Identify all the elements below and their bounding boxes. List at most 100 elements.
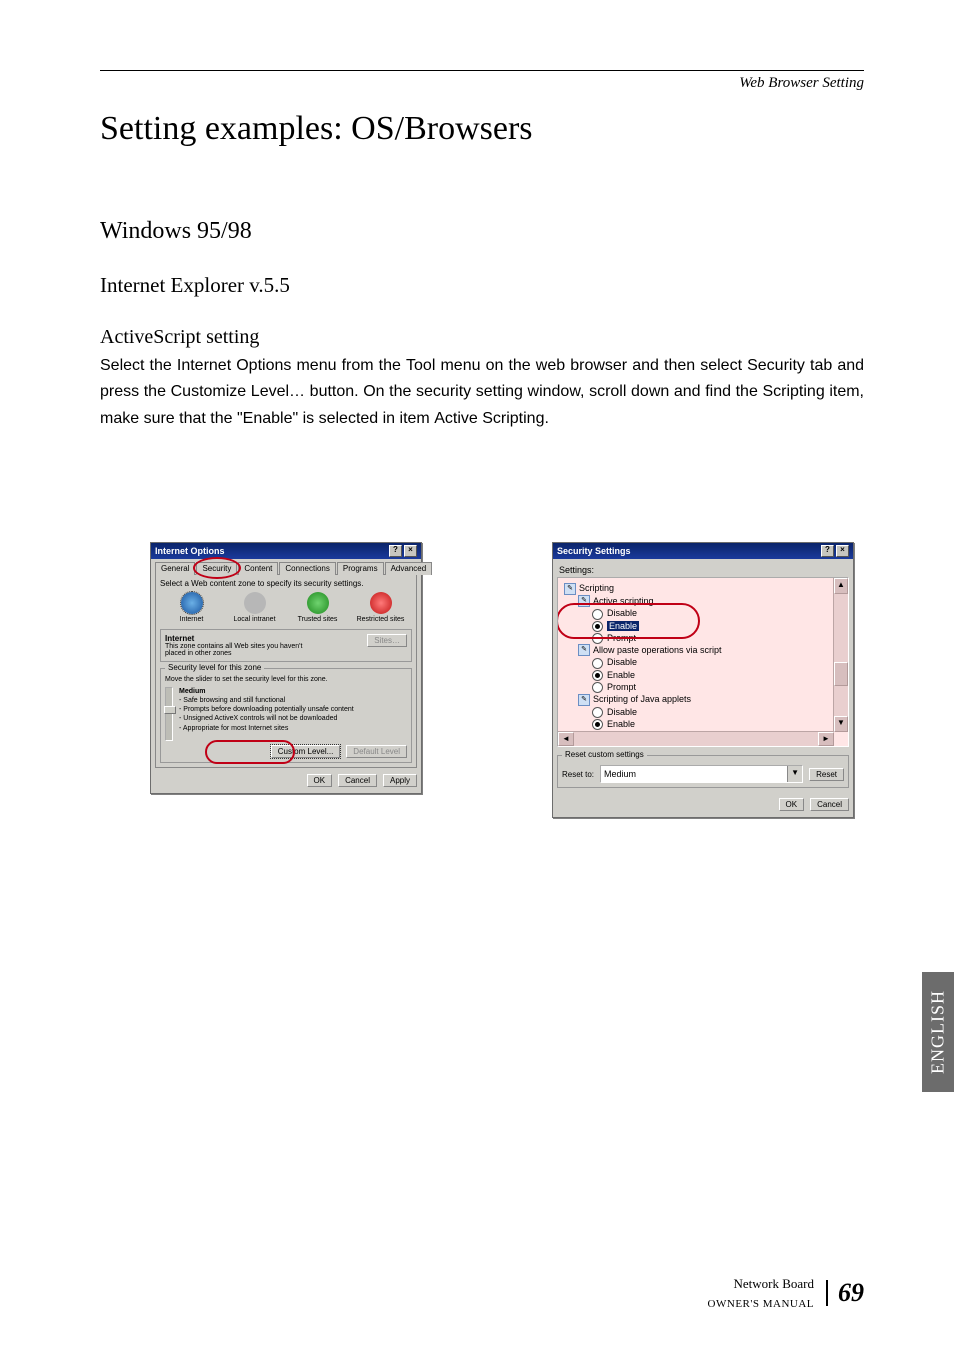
- dialog-buttons: OK Cancel Apply: [155, 774, 417, 787]
- instruction-paragraph: Select the Internet Options menu from th…: [100, 353, 864, 432]
- item-active-scripting-ref: Active Scripting: [434, 410, 544, 427]
- page-title: Setting examples: OS/Browsers: [100, 110, 864, 148]
- zone-restricted-sites[interactable]: Restricted sites: [356, 592, 406, 623]
- zone-label: Trusted sites: [298, 616, 338, 623]
- tab-security[interactable]: Security: [196, 562, 237, 575]
- dialog-buttons: OK Cancel: [557, 798, 849, 811]
- radio-icon[interactable]: [592, 707, 603, 718]
- apply-button[interactable]: Apply: [383, 774, 417, 787]
- vertical-scrollbar[interactable]: ▲ ▼: [833, 578, 848, 732]
- scroll-thumb[interactable]: [834, 662, 848, 686]
- level-name: Medium: [179, 687, 354, 696]
- level-line: - Safe browsing and still functional: [179, 696, 354, 705]
- radio-icon[interactable]: [592, 682, 603, 693]
- tree-active-scripting: Active scripting: [593, 596, 654, 606]
- menu-tool: Tool: [406, 357, 435, 374]
- tree-java-applets: Scripting of Java applets: [593, 694, 691, 704]
- tab-content[interactable]: Content: [238, 562, 278, 575]
- close-icon[interactable]: ×: [404, 545, 417, 557]
- language-side-tab: ENGLISH: [922, 972, 954, 1092]
- page-number: 69: [826, 1280, 864, 1306]
- slider-text: Medium - Safe browsing and still functio…: [179, 687, 354, 741]
- sites-button[interactable]: Sites…: [367, 634, 407, 647]
- radio-icon[interactable]: [592, 719, 603, 730]
- scroll-right-icon[interactable]: ►: [818, 732, 834, 746]
- reset-to-value[interactable]: [601, 766, 787, 782]
- radio-icon[interactable]: [592, 670, 603, 681]
- text: menu from the: [291, 357, 406, 374]
- scroll-up-icon[interactable]: ▲: [834, 578, 848, 594]
- help-icon[interactable]: ?: [389, 545, 402, 557]
- zone-row: Internet Local intranet Trusted sites Re…: [160, 592, 412, 623]
- cancel-button[interactable]: Cancel: [810, 798, 849, 811]
- intranet-icon: [244, 592, 266, 614]
- ok-button[interactable]: OK: [307, 774, 333, 787]
- scroll-down-icon[interactable]: ▼: [834, 716, 848, 732]
- tree-icon: ✎: [578, 595, 590, 607]
- zone-label: Local intranet: [233, 616, 275, 623]
- horizontal-scrollbar[interactable]: ◄ ►: [558, 731, 834, 746]
- tree-allow-paste: Allow paste operations via script: [593, 645, 722, 655]
- reset-to-label: Reset to:: [562, 770, 594, 779]
- restricted-icon: [370, 592, 392, 614]
- help-icon[interactable]: ?: [821, 545, 834, 557]
- dialog-client: General Security Content Connections Pro…: [151, 559, 421, 793]
- tree-icon: ✎: [578, 694, 590, 706]
- security-level-group: Security level for this zone Move the sl…: [160, 668, 412, 763]
- menu-internet-options: Internet Options: [177, 357, 292, 374]
- radio-icon[interactable]: [592, 609, 603, 620]
- settings-tree[interactable]: ✎Scripting ✎Active scripting Disable Ena…: [557, 577, 849, 747]
- button-customize-level-ref: Customize Level…: [171, 383, 305, 400]
- zone-internet[interactable]: Internet: [167, 592, 217, 623]
- text: menu on the web browser and then select: [435, 357, 747, 374]
- opt-prompt: Prompt: [607, 633, 636, 643]
- check-icon: [307, 592, 329, 614]
- opt-disable: Disable: [607, 707, 637, 717]
- zone-trusted-sites[interactable]: Trusted sites: [293, 592, 343, 623]
- footer-product: Network Board: [733, 1276, 814, 1291]
- ok-button[interactable]: OK: [779, 798, 805, 811]
- slider-thumb[interactable]: [164, 706, 176, 714]
- level-line: - Appropriate for most Internet sites: [179, 724, 354, 733]
- tab-connections[interactable]: Connections: [279, 562, 335, 575]
- tab-advanced[interactable]: Advanced: [385, 562, 433, 575]
- level-line: - Prompts before downloading potentially…: [179, 705, 354, 714]
- zone-label: Restricted sites: [357, 616, 405, 623]
- zone-local-intranet[interactable]: Local intranet: [230, 592, 280, 623]
- internet-options-dialog: Internet Options ? × General Security Co…: [150, 542, 422, 794]
- security-settings-dialog: Security Settings ? × Settings: ✎Scripti…: [552, 542, 854, 818]
- text: Select the: [100, 357, 177, 374]
- header-section-label: Web Browser Setting: [100, 75, 864, 92]
- footer-manual: OWNER'S MANUAL: [708, 1298, 814, 1310]
- custom-level-button[interactable]: Custom Level...: [271, 745, 341, 758]
- security-panel: Select a Web content zone to specify its…: [155, 575, 417, 768]
- radio-icon[interactable]: [592, 658, 603, 669]
- reset-button[interactable]: Reset: [809, 768, 844, 781]
- os-heading: Windows 95/98: [100, 218, 864, 245]
- radio-icon[interactable]: [592, 621, 603, 632]
- tree-icon: ✎: [578, 644, 590, 656]
- scroll-left-icon[interactable]: ◄: [558, 732, 574, 746]
- zone-info-group: Internet This zone contains all Web site…: [160, 629, 412, 662]
- opt-enable: Enable: [607, 670, 635, 680]
- default-level-button[interactable]: Default Level: [346, 745, 407, 758]
- radio-icon[interactable]: [592, 633, 603, 644]
- slider-rail[interactable]: [165, 687, 173, 741]
- security-hint: Move the slider to set the security leve…: [165, 676, 407, 683]
- security-slider[interactable]: Medium - Safe browsing and still functio…: [165, 687, 407, 741]
- settings-label: Settings:: [559, 565, 849, 575]
- opt-disable: Disable: [607, 657, 637, 667]
- tab-programs[interactable]: Programs: [337, 562, 384, 575]
- page-footer: Network Board OWNER'S MANUAL 69: [708, 1274, 864, 1312]
- tab-strip: General Security Content Connections Pro…: [155, 561, 417, 575]
- chevron-down-icon[interactable]: ▼: [787, 766, 802, 782]
- reset-to-combo[interactable]: ▼: [600, 765, 803, 783]
- zone-prompt: Select a Web content zone to specify its…: [160, 579, 412, 588]
- zone-label: Internet: [180, 616, 204, 623]
- cancel-button[interactable]: Cancel: [338, 774, 377, 787]
- tab-general[interactable]: General: [155, 562, 195, 575]
- close-icon[interactable]: ×: [836, 545, 849, 557]
- item-scripting-ref: Scripting: [762, 383, 824, 400]
- browser-heading: Internet Explorer v.5.5: [100, 273, 864, 298]
- setting-heading: ActiveScript setting: [100, 326, 864, 349]
